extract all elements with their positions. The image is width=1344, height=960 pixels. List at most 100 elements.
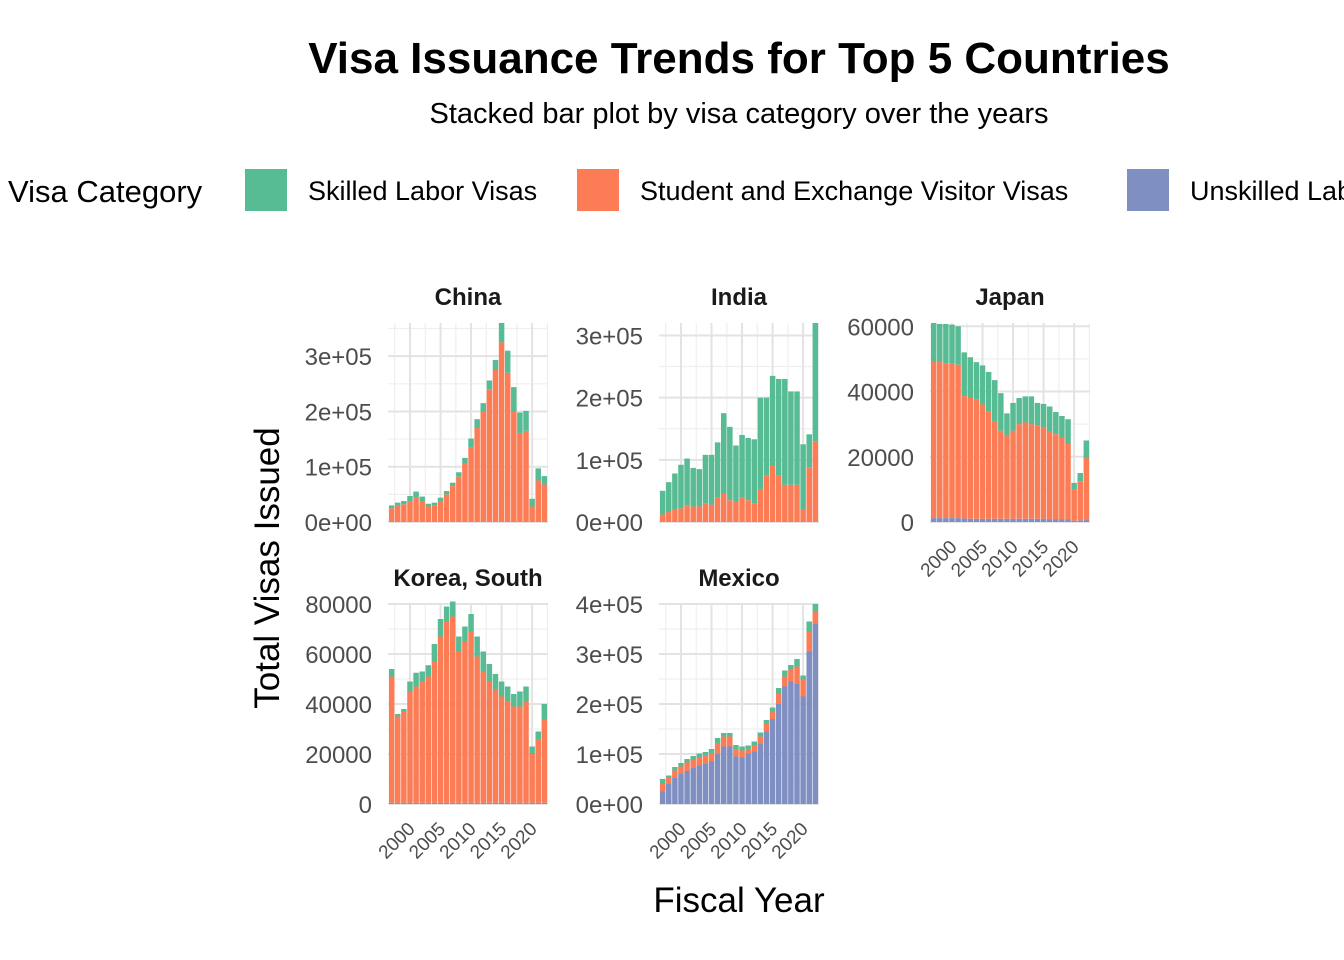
bar-japan-2017-student (1053, 434, 1059, 520)
bar-korea-south-1997-skilled (388, 669, 395, 677)
bar-india-2017-skilled (782, 378, 788, 485)
bar-korea-south-2004-student (431, 661, 438, 803)
bar-mexico-2003-student (696, 757, 703, 766)
bar-korea-south-2018-skilled (517, 691, 523, 707)
bar-korea-south-2013-skilled (486, 664, 493, 682)
bar-mexico-2000-skilled (678, 763, 684, 767)
bar-india-2014-skilled (763, 397, 770, 476)
bar-korea-south-2011-student (474, 656, 480, 803)
bar-india-2009-student (733, 501, 739, 522)
y-tick-label: 3e+05 (305, 344, 372, 371)
bar-mexico-2010-unskilled (739, 757, 745, 804)
bar-japan-2018-student (1059, 437, 1065, 520)
bar-mexico-2013-student (757, 736, 764, 744)
bar-india-2013-student (757, 489, 764, 522)
bar-korea-south-2013-unskilled (486, 802, 493, 804)
bar-mexico-2002-unskilled (690, 768, 696, 804)
bar-japan-2012-unskilled (1022, 518, 1029, 522)
bar-mexico-2008-student (727, 736, 733, 747)
panel-japan: Japan02000040000600002000200520102015202… (847, 284, 1090, 581)
bar-mexico-2003-skilled (696, 753, 703, 757)
panel-title: China (435, 284, 502, 311)
bar-india-2010-skilled (739, 434, 745, 498)
bar-mexico-2017-unskilled (782, 686, 788, 804)
bar-korea-south-2000-skilled (407, 681, 413, 692)
bar-india-2001-skilled (684, 458, 690, 506)
bar-china-2019-skilled (523, 410, 529, 431)
bar-korea-south-2003-student (425, 676, 432, 803)
bar-india-2020-skilled (800, 444, 806, 510)
bar-japan-2000-unskilled (949, 518, 955, 522)
bar-korea-south-2009-skilled (462, 626, 468, 642)
bar-korea-south-2010-skilled (468, 614, 474, 632)
bar-korea-south-2021-unskilled (535, 802, 541, 804)
x-tick-label: 2020 (768, 819, 813, 864)
bar-japan-2012-student (1022, 422, 1029, 519)
bar-mexico-2009-student (733, 749, 739, 757)
bar-japan-2009-student (1004, 435, 1010, 519)
bar-mexico-2005-student (708, 753, 715, 762)
bar-mexico-2010-skilled (739, 746, 745, 751)
bar-china-2022-student (541, 484, 548, 522)
bar-japan-1999-unskilled (943, 518, 949, 522)
legend-label-unskilled: Unskilled Labor Visas (1190, 176, 1344, 206)
bar-korea-south-2002-student (419, 681, 425, 803)
bar-japan-2006-student (985, 411, 992, 519)
bar-india-2010-student (739, 497, 745, 522)
bar-japan-2019-student (1065, 444, 1071, 520)
bar-china-2006-skilled (443, 491, 450, 495)
bar-japan-2015-student (1040, 427, 1047, 519)
bar-japan-2010-skilled (1010, 402, 1016, 431)
bar-japan-2001-skilled (955, 326, 961, 365)
bar-india-2018-student (788, 484, 794, 522)
bar-korea-south-2019-student (523, 701, 529, 803)
bar-mexico-2014-skilled (763, 720, 770, 724)
bar-japan-2021-student (1077, 481, 1083, 521)
y-tick-label: 20000 (305, 742, 372, 769)
bar-japan-2017-skilled (1053, 412, 1059, 435)
panel-india: India 0e+00 1e+05 2e+05 3e+05 (576, 284, 819, 537)
bar-mexico-2000-unskilled (678, 774, 684, 804)
bar-japan-2000-student (949, 363, 955, 519)
y-tick-label: 80000 (305, 592, 372, 619)
bar-india-2022-skilled (812, 323, 819, 442)
y-tick-label: 20000 (847, 445, 914, 472)
legend-title: Visa Category (8, 174, 203, 209)
bar-mexico-1998-skilled (666, 775, 672, 778)
bar-mexico-2002-student (690, 759, 696, 768)
bar-india-2007-student (720, 494, 727, 522)
bar-korea-south-2022-skilled (541, 704, 548, 719)
bar-mexico-2019-student (794, 666, 800, 684)
y-tick-label: 60000 (847, 314, 914, 341)
bar-india-2011-skilled (745, 438, 751, 501)
bar-mexico-1997-unskilled (659, 791, 666, 804)
y-tick-label: 40000 (847, 380, 914, 407)
bar-india-2003-skilled (696, 469, 703, 507)
bar-mexico-2009-skilled (733, 745, 739, 749)
bar-japan-2003-unskilled (967, 518, 974, 522)
bar-mexico-2001-unskilled (684, 771, 690, 804)
bar-japan-2002-unskilled (961, 518, 967, 522)
legend-label-skilled: Skilled Labor Visas (308, 176, 537, 206)
bar-japan-2022-unskilled (1083, 520, 1090, 522)
bar-mexico-2000-student (678, 766, 684, 774)
bar-japan-2021-skilled (1077, 473, 1083, 482)
bar-japan-2004-student (973, 399, 980, 519)
bar-japan-1999-skilled (943, 323, 949, 364)
bar-korea-south-2005-skilled (437, 619, 444, 637)
bar-china-2022-skilled (541, 476, 548, 485)
bar-japan-1998-unskilled (937, 518, 943, 522)
bar-korea-south-2006-skilled (443, 606, 450, 622)
bar-korea-south-2017-unskilled (511, 802, 517, 804)
bar-japan-2007-skilled (991, 380, 998, 421)
bar-china-1997-student (388, 508, 395, 522)
y-tick-label: 2e+05 (305, 399, 372, 426)
bar-korea-south-2007-unskilled (449, 802, 456, 804)
bar-mexico-2013-skilled (757, 732, 764, 737)
bar-india-2013-skilled (757, 397, 764, 490)
bar-china-2007-skilled (449, 482, 456, 487)
bar-china-2015-student (498, 342, 505, 522)
bar-japan-2019-skilled (1065, 419, 1071, 445)
bar-india-2018-skilled (788, 391, 794, 485)
y-tick-label: 40000 (305, 692, 372, 719)
